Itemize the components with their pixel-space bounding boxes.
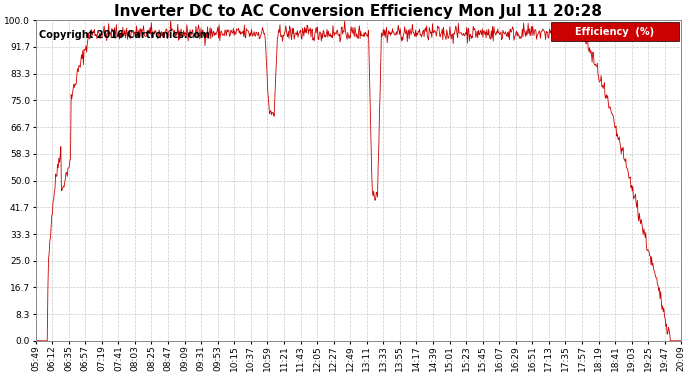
Title: Inverter DC to AC Conversion Efficiency Mon Jul 11 20:28: Inverter DC to AC Conversion Efficiency …: [115, 4, 602, 19]
Text: Copyright 2016 Cartronics.com: Copyright 2016 Cartronics.com: [39, 30, 210, 40]
FancyBboxPatch shape: [551, 22, 679, 41]
Text: Efficiency  (%): Efficiency (%): [575, 27, 654, 36]
